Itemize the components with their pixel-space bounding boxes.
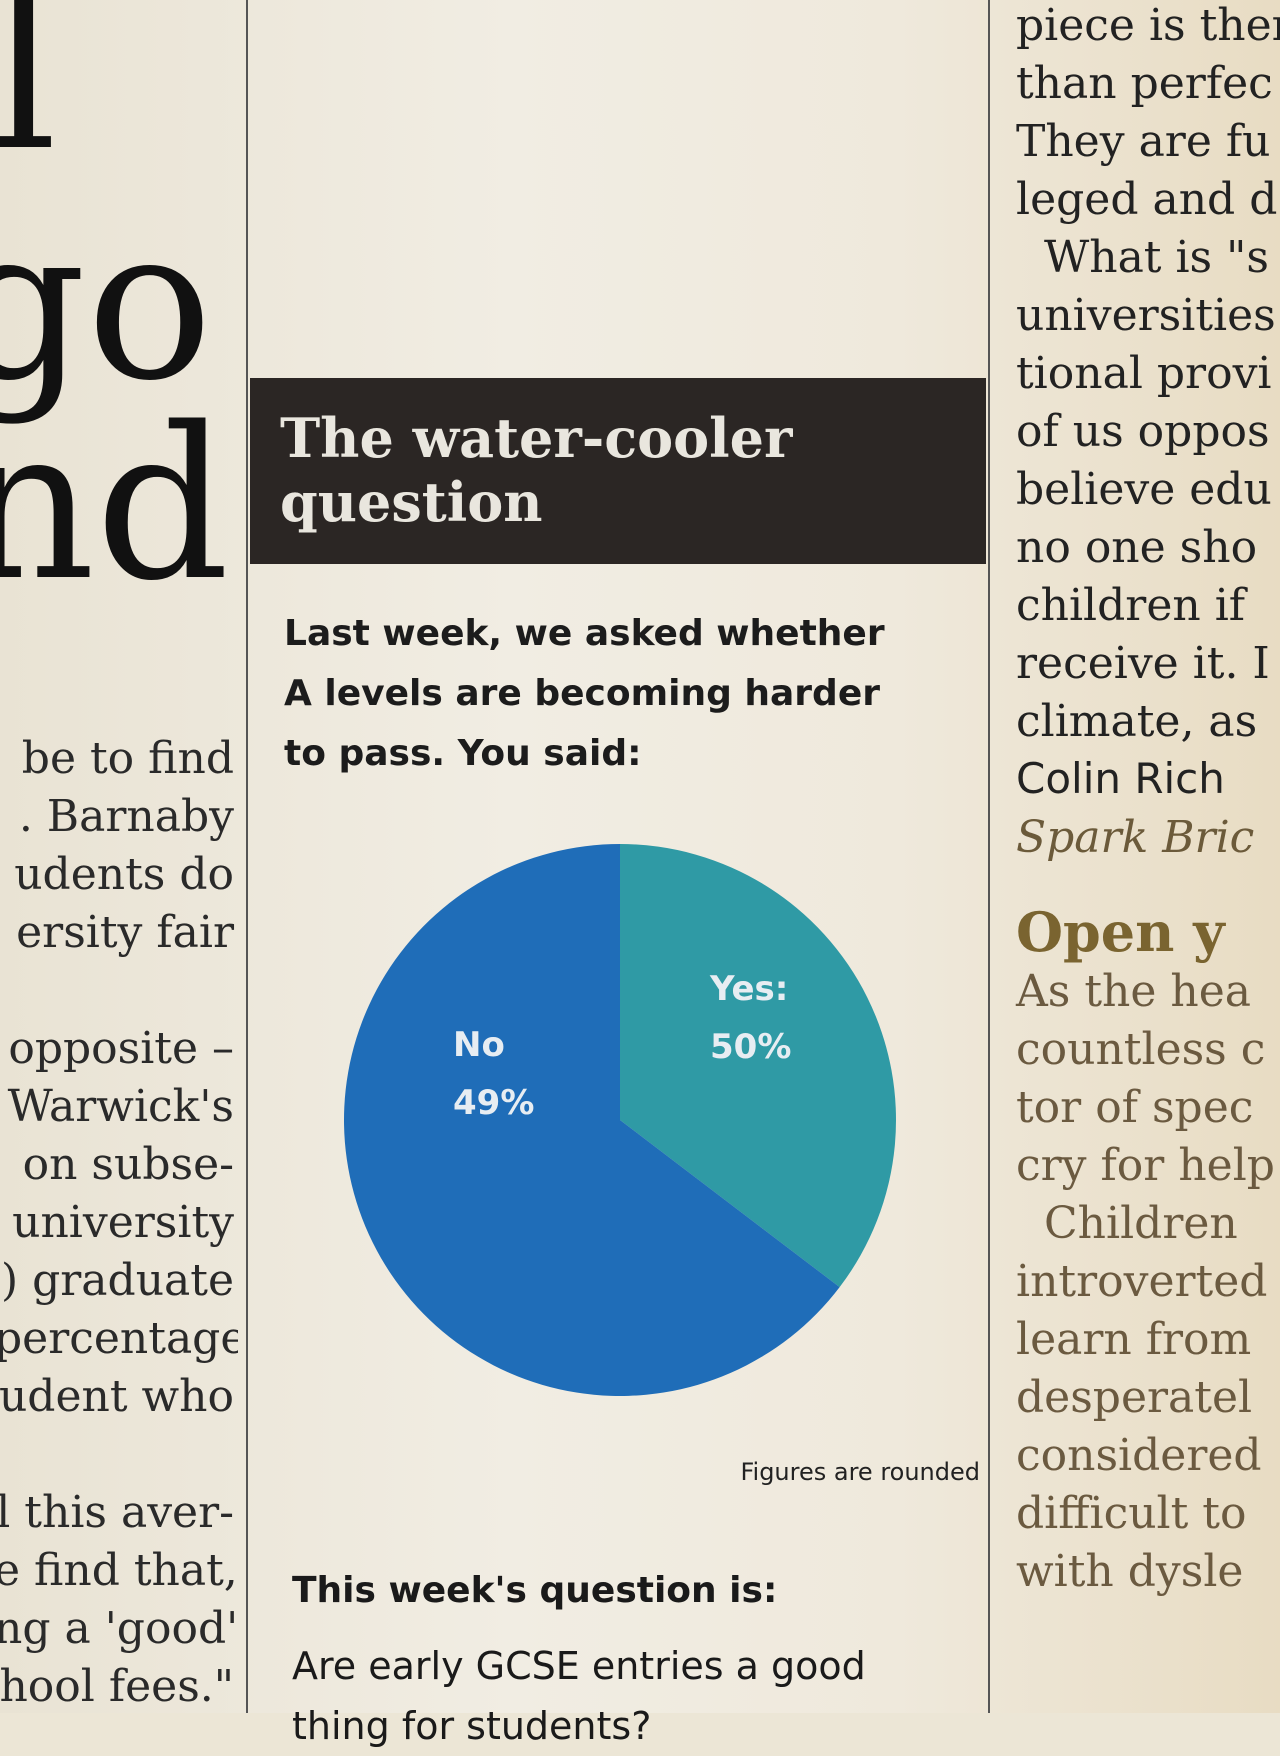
text-line: universities [1016,290,1276,341]
text-line: udents do [14,849,234,900]
next-question-line-1: Are early GCSE entries a good [292,1644,866,1688]
text-line: university [12,1197,234,1248]
text-line: learn from [1016,1314,1252,1365]
no-slice [344,844,840,1396]
yes-slice-label: Yes: 50% [710,960,791,1076]
intro-text: Last week, we asked whether A levels are… [284,604,924,784]
pie-svg [344,844,896,1396]
text-line: As the hea [1016,966,1251,1017]
text-line: no one sho [1016,522,1258,573]
intro-line: Last week, we asked whether [284,613,885,654]
text-line [0,962,234,1020]
text-line: ) graduate [0,1255,234,1306]
text-line: difficult to [1016,1488,1247,1539]
panel-title-line-2: question [280,470,543,534]
headline-fragment-2: go [0,182,213,427]
text-line: on subse- [22,1139,234,1190]
yes-label: Yes: [710,969,789,1009]
text-line: piece is then [1016,0,1280,51]
next-question: Are early GCSE entries a good thing for … [292,1636,972,1756]
text-line: e find that, [0,1545,238,1596]
text-line: receive it. I [1016,638,1270,689]
intro-line: to pass. You said: [284,733,642,774]
text-line: udent who [0,1371,234,1422]
text-line: considered [1016,1430,1262,1481]
text-line: countless c [1016,1024,1266,1075]
text-line: cry for help [1016,1140,1275,1191]
text-line: Spark Bric [1016,812,1255,863]
text-line: climate, as [1016,696,1258,747]
text-line: with dysle [1016,1546,1244,1597]
column-rule-left [246,0,248,1713]
yes-value: 50% [710,1027,792,1067]
text-line: opposite – [8,1023,234,1074]
left-article-text: be to find . Barnaby udents do ersity fa… [0,730,238,1713]
text-line: desperatel [1016,1372,1253,1423]
poll-pie-chart: Yes: 50% No 49% [320,820,920,1420]
headline-fragment-1: l [0,0,58,197]
no-slice-label: No 49% [453,1016,534,1132]
text-line: l this aver- [0,1487,234,1538]
no-label: No [453,1025,505,1065]
text-line: believe edu [1016,464,1272,515]
text-line [0,1426,234,1484]
text-line: Warwick's [7,1081,234,1132]
text-line: Colin Rich [1016,754,1225,803]
text-line: leged and d [1016,174,1278,225]
right-column: piece is then than perfec They are fu leged… [1004,0,1280,1713]
text-line: Open y [1016,900,1225,964]
panel-title-line-1: The water-cooler [280,406,793,470]
text-line: percentage [0,1313,238,1364]
text-line: Children [1044,1198,1238,1249]
panel-title: The water-cooler question [280,406,960,534]
text-line: of us oppos [1016,406,1270,457]
text-line: . Barnaby [18,791,234,842]
text-line: hool fees." [0,1661,234,1712]
this-week-heading: This week's question is: [292,1570,778,1611]
column-rule-right [988,0,990,1713]
intro-line: A levels are becoming harder [284,673,880,714]
headline-fragment-3: nd [0,382,230,627]
text-line: than perfec [1016,58,1273,109]
text-line: ng a 'good' [0,1603,238,1654]
yes-slice [620,844,896,1288]
text-line: What is "s [1044,232,1269,283]
water-cooler-panel: The water-cooler question Last week, we … [250,0,986,1748]
no-value: 49% [453,1083,535,1123]
next-question-line-2: thing for students? [292,1704,652,1748]
text-line: introverted [1016,1256,1268,1307]
footnote: Figures are rounded [740,1458,980,1486]
text-line: tional provi [1016,348,1272,399]
text-line: children if [1016,580,1246,631]
panel-header: The water-cooler question [250,378,986,564]
text-line: tor of spec [1016,1082,1254,1133]
text-line: They are fu [1016,116,1271,167]
text-line: ersity fair [16,907,234,958]
left-column: l go nd be to find . Barnaby udents do e… [0,0,238,1713]
text-line: be to find [21,733,234,784]
